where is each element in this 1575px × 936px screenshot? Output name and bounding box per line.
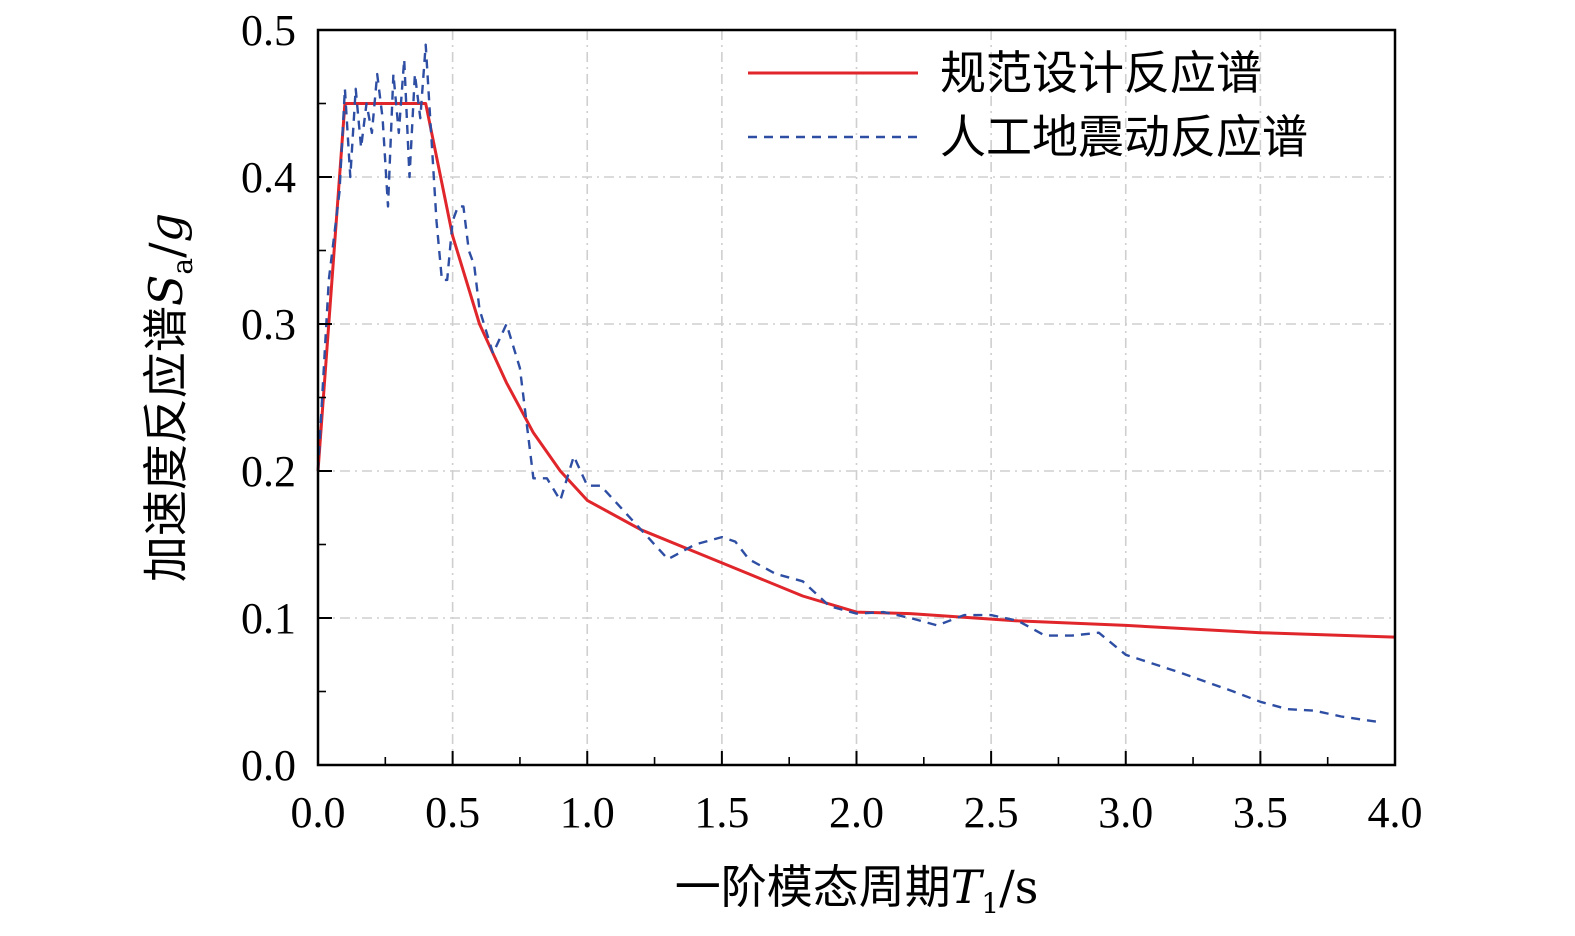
- x-tick-label: 3.5: [1233, 788, 1288, 837]
- x-tick-label: 2.5: [964, 788, 1019, 837]
- legend-label-artificial-spectrum: 人工地震动反应谱: [940, 110, 1308, 164]
- grid-layer: [318, 30, 1395, 765]
- y-tick-label: 0.1: [241, 594, 296, 643]
- series-line-artificial-spectrum: [316, 43, 1382, 724]
- y-axis-title-var2: g: [139, 213, 193, 242]
- x-tick-label: 1.0: [560, 788, 615, 837]
- x-axis-title-prefix: 一阶模态周期: [675, 860, 951, 914]
- x-tick-label: 0.5: [425, 788, 480, 837]
- y-axis-title-mid: /: [139, 242, 193, 258]
- tick-labels: 0.0 0.5 1.0 1.5 2.0 2.5 3.0 3.5 4.0 0.0 0.1 0.2 0.3 0…: [241, 6, 1423, 837]
- x-axis-title: 一阶模态周期T1/s: [675, 860, 1039, 920]
- y-tick-label: 0.0: [241, 741, 296, 790]
- legend-label-design-spectrum: 规范设计反应谱: [940, 46, 1262, 100]
- ticks-layer: [317, 29, 1396, 766]
- series-layer: [316, 43, 1396, 724]
- y-tick-label: 0.3: [241, 300, 296, 349]
- legend: 规范设计反应谱 人工地震动反应谱: [748, 46, 1308, 164]
- y-axis-title-var: S: [139, 275, 193, 307]
- y-axis-title-prefix: 加速度反应谱: [139, 306, 193, 582]
- x-tick-label: 1.5: [694, 788, 749, 837]
- y-tick-label: 0.2: [241, 447, 296, 496]
- y-axis-title: 加速度反应谱Sa/g: [139, 213, 199, 582]
- x-tick-label: 3.0: [1098, 788, 1153, 837]
- series-line-design-spectrum: [316, 102, 1396, 639]
- y-axis-title-sub: a: [166, 258, 199, 275]
- y-tick-label: 0.5: [241, 6, 296, 55]
- x-tick-label: 4.0: [1368, 788, 1423, 837]
- y-tick-label: 0.4: [241, 153, 296, 202]
- x-tick-label: 0.0: [291, 788, 346, 837]
- x-tick-label: 2.0: [829, 788, 884, 837]
- x-axis-title-sub: 1: [981, 887, 999, 920]
- x-axis-title-suffix: /s: [999, 860, 1038, 914]
- x-axis-title-var: T: [951, 860, 985, 914]
